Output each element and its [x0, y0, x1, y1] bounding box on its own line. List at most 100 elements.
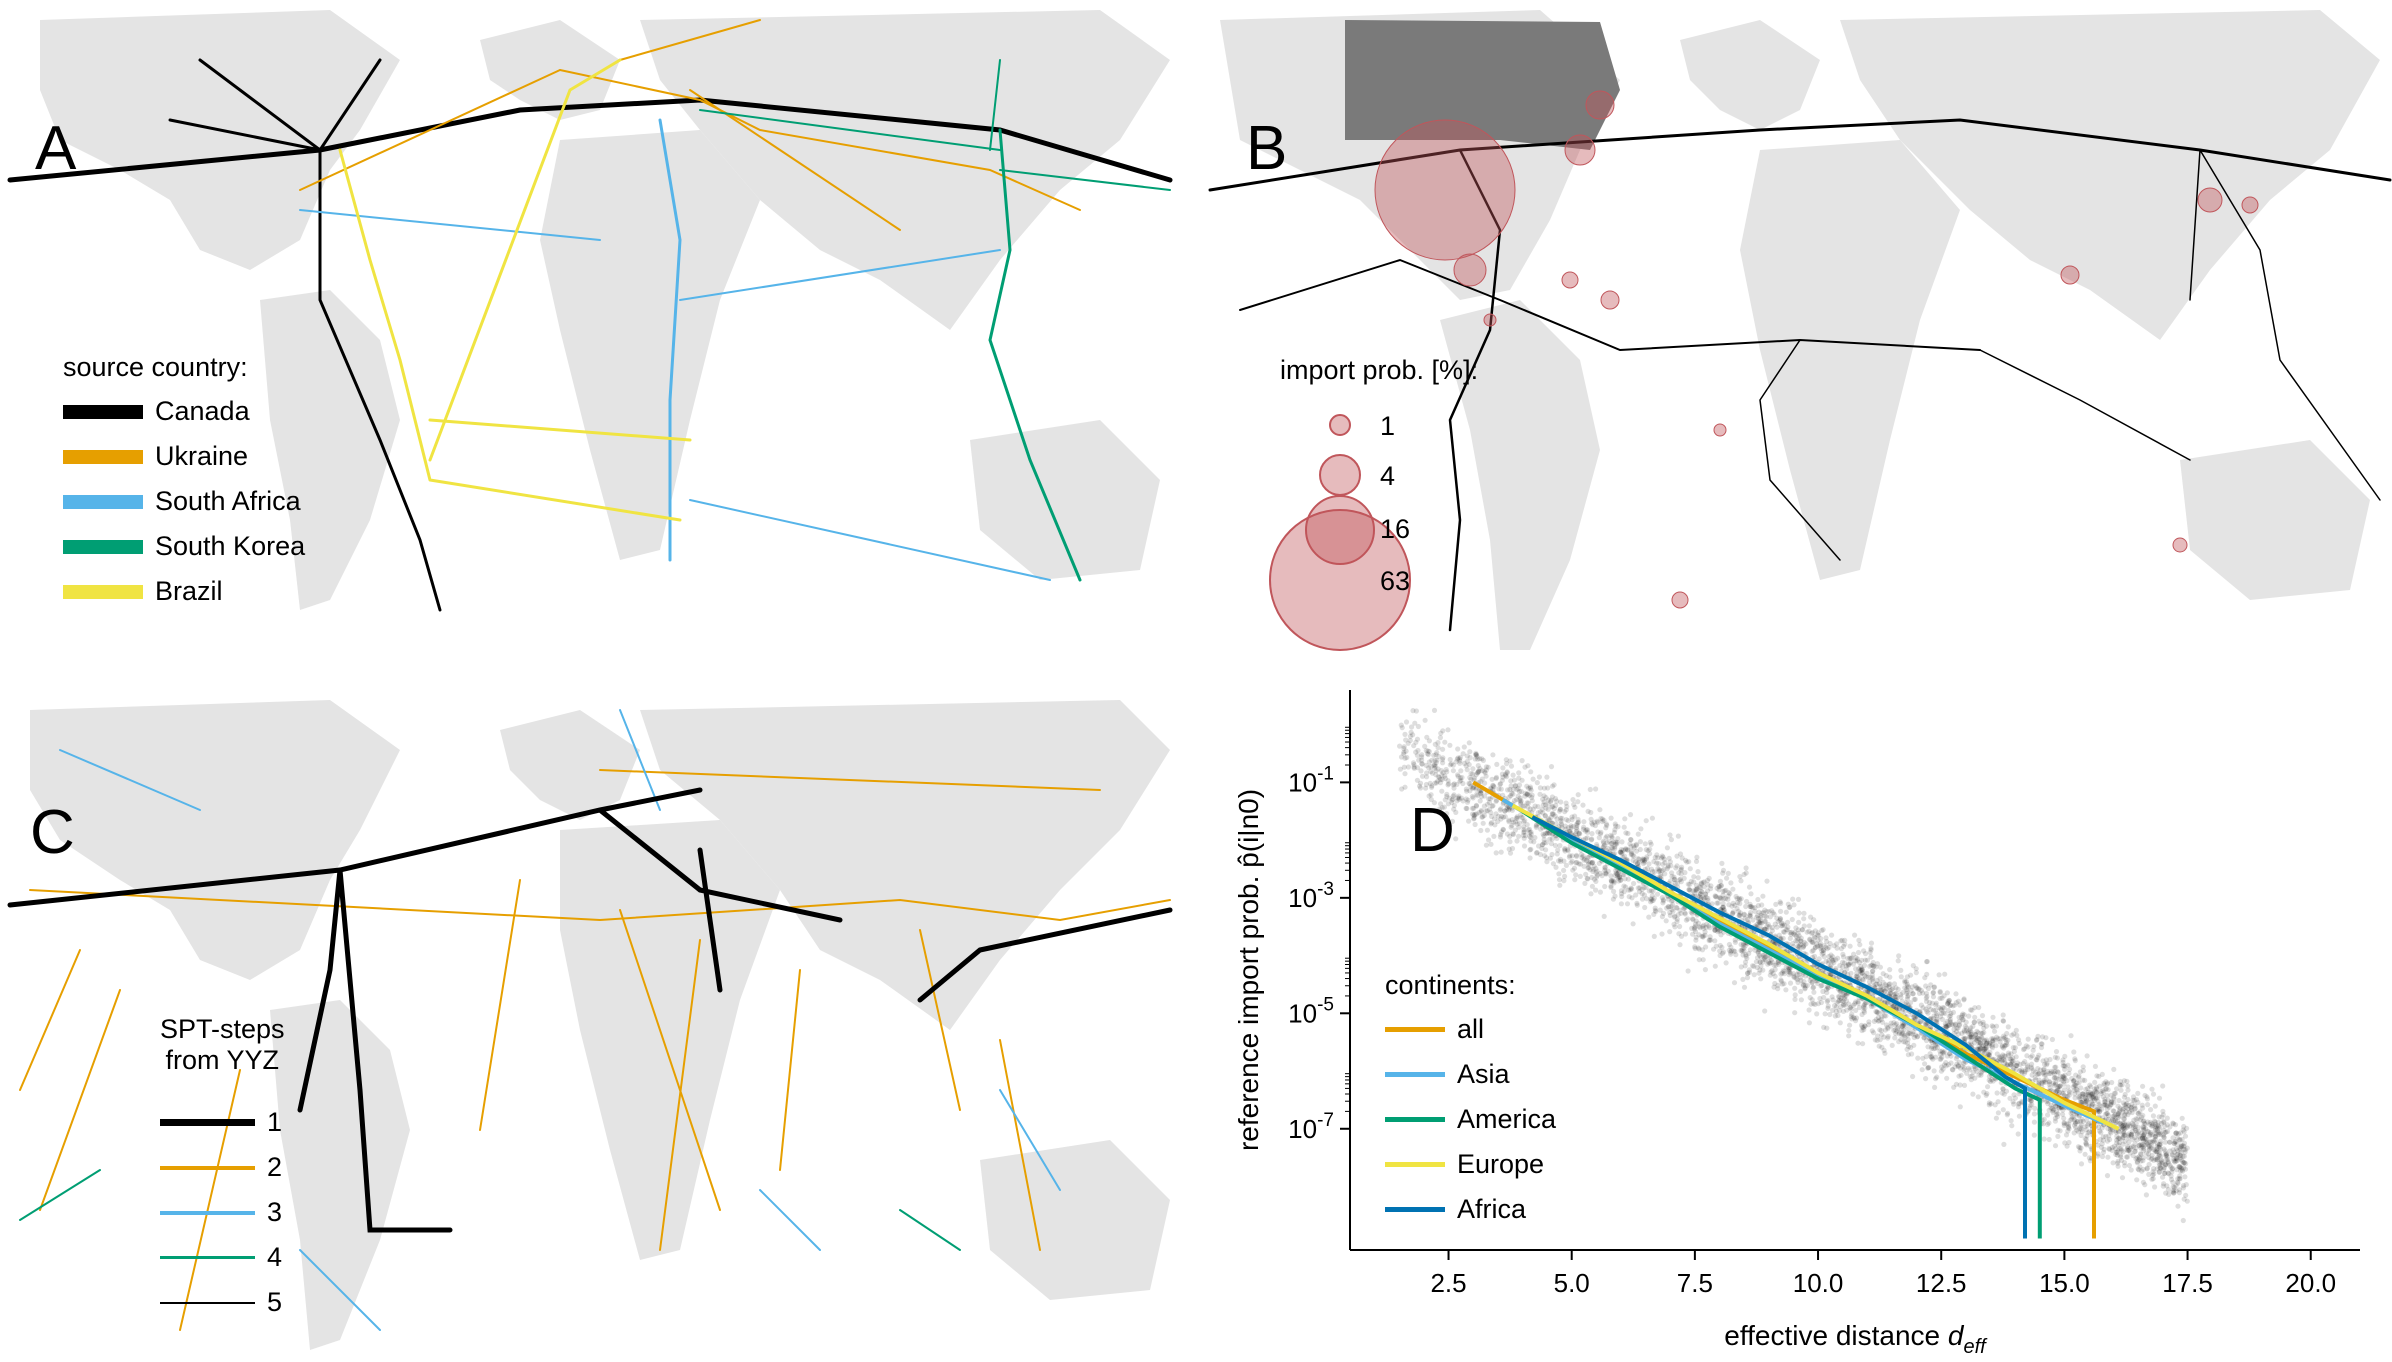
scatter-point — [1857, 942, 1863, 948]
scatter-point — [1524, 800, 1530, 806]
scatter-point — [1477, 798, 1483, 804]
scatter-point — [1795, 896, 1802, 902]
scatter-point — [1549, 836, 1555, 842]
scatter-point — [2156, 1124, 2162, 1130]
scatter-point — [1968, 1025, 1974, 1031]
scatter-point — [1719, 860, 1725, 866]
scatter-point — [1744, 970, 1751, 977]
scatter-point — [1952, 1002, 1958, 1008]
scatter-point — [2183, 1182, 2189, 1188]
scatter-point — [1923, 990, 1930, 997]
scatter-point — [2078, 1132, 2084, 1139]
scatter-point — [1989, 1023, 1995, 1029]
scatter-point — [1978, 1030, 1984, 1036]
scatter-point — [1911, 1042, 1917, 1048]
scatter-point — [2171, 1140, 2177, 1146]
scatter-point — [2064, 1143, 2070, 1149]
scatter-point — [1799, 927, 1805, 933]
scatter-point — [1547, 836, 1553, 842]
scatter-point — [1896, 1039, 1902, 1045]
scatter-point — [1882, 988, 1888, 994]
scatter-point — [1588, 816, 1594, 822]
scatter-point — [1518, 799, 1524, 805]
scatter-point — [2088, 1090, 2094, 1096]
scatter-point — [1611, 888, 1617, 894]
scatter-point — [1542, 831, 1548, 837]
scatter-point — [2115, 1148, 2121, 1154]
scatter-point — [1590, 822, 1596, 828]
legend-swatch — [63, 449, 143, 464]
scatter-point — [1861, 962, 1868, 968]
scatter-point — [2141, 1120, 2147, 1127]
scatter-point — [2135, 1090, 2141, 1096]
scatter-point — [1718, 882, 1724, 888]
scatter-point — [1537, 785, 1543, 791]
scatter-point — [1827, 1011, 1833, 1018]
scatter-point — [1698, 888, 1704, 894]
panel-letter-a: A — [35, 114, 77, 183]
scatter-point — [2029, 1061, 2035, 1067]
scatter-point — [2045, 1112, 2051, 1118]
scatter-point — [2000, 1018, 2006, 1024]
scatter-point — [1798, 988, 1804, 995]
scatter-point — [1618, 891, 1625, 897]
scatter-point — [1557, 807, 1563, 813]
scatter-point — [1956, 1022, 1962, 1029]
scatter-point — [2013, 1066, 2019, 1073]
scatter-point — [1769, 908, 1775, 914]
scatter-point — [1507, 758, 1513, 764]
scatter-point — [1497, 807, 1503, 813]
scatter-point — [1741, 911, 1747, 917]
scatter-point — [2157, 1165, 2163, 1171]
scatter-point — [2137, 1109, 2143, 1115]
scatter-point — [2176, 1137, 2182, 1143]
scatter-point — [2150, 1176, 2156, 1182]
scatter-point — [1953, 1000, 1959, 1006]
scatter-point — [2175, 1131, 2181, 1137]
scatter-point — [1860, 1025, 1867, 1031]
scatter-point — [1979, 1013, 1986, 1019]
scatter-point — [2011, 1092, 2017, 1098]
scatter-point — [2115, 1158, 2121, 1164]
scatter-point — [2116, 1109, 2122, 1115]
scatter-point — [1558, 818, 1564, 824]
scatter-point — [2076, 1080, 2082, 1086]
scatter-point — [1746, 884, 1753, 890]
scatter-point — [1854, 958, 1860, 964]
scatter-point — [1612, 821, 1618, 827]
scatter-point — [1974, 1037, 1980, 1043]
scatter-point — [1809, 997, 1815, 1003]
scatter-point — [1403, 737, 1409, 743]
scatter-point — [2031, 1119, 2037, 1125]
scatter-point — [2012, 1045, 2018, 1051]
scatter-point — [1402, 771, 1408, 777]
scatter-point — [2131, 1117, 2137, 1123]
scatter-point — [1698, 891, 1704, 897]
scatter-point — [2087, 1143, 2093, 1149]
scatter-point — [1432, 757, 1438, 763]
scatter-point — [2122, 1091, 2128, 1098]
scatter-point — [1683, 917, 1689, 923]
scatter-point — [1945, 1062, 1952, 1068]
scatter-point — [1983, 1040, 1990, 1046]
scatter-point — [1467, 774, 1473, 781]
legend-swatch — [1385, 1162, 1445, 1167]
scatter-point — [1625, 830, 1631, 837]
scatter-point — [2061, 1087, 2067, 1093]
scatter-point — [1759, 920, 1765, 926]
scatter-point — [1964, 1025, 1970, 1031]
scatter-point — [1734, 905, 1740, 912]
scatter-point — [1743, 903, 1749, 910]
scatter-point — [1504, 805, 1510, 811]
scatter-point — [1913, 966, 1919, 972]
scatter-point — [1562, 823, 1568, 829]
scatter-point — [1634, 900, 1640, 906]
scatter-point — [1807, 936, 1813, 942]
scatter-point — [1725, 870, 1731, 876]
scatter-point — [1887, 981, 1893, 987]
scatter-point — [2174, 1135, 2181, 1141]
scatter-point — [1995, 1099, 2001, 1105]
scatter-point — [1603, 835, 1609, 841]
scatter-point — [1833, 1008, 1839, 1015]
scatter-point — [1516, 775, 1522, 781]
